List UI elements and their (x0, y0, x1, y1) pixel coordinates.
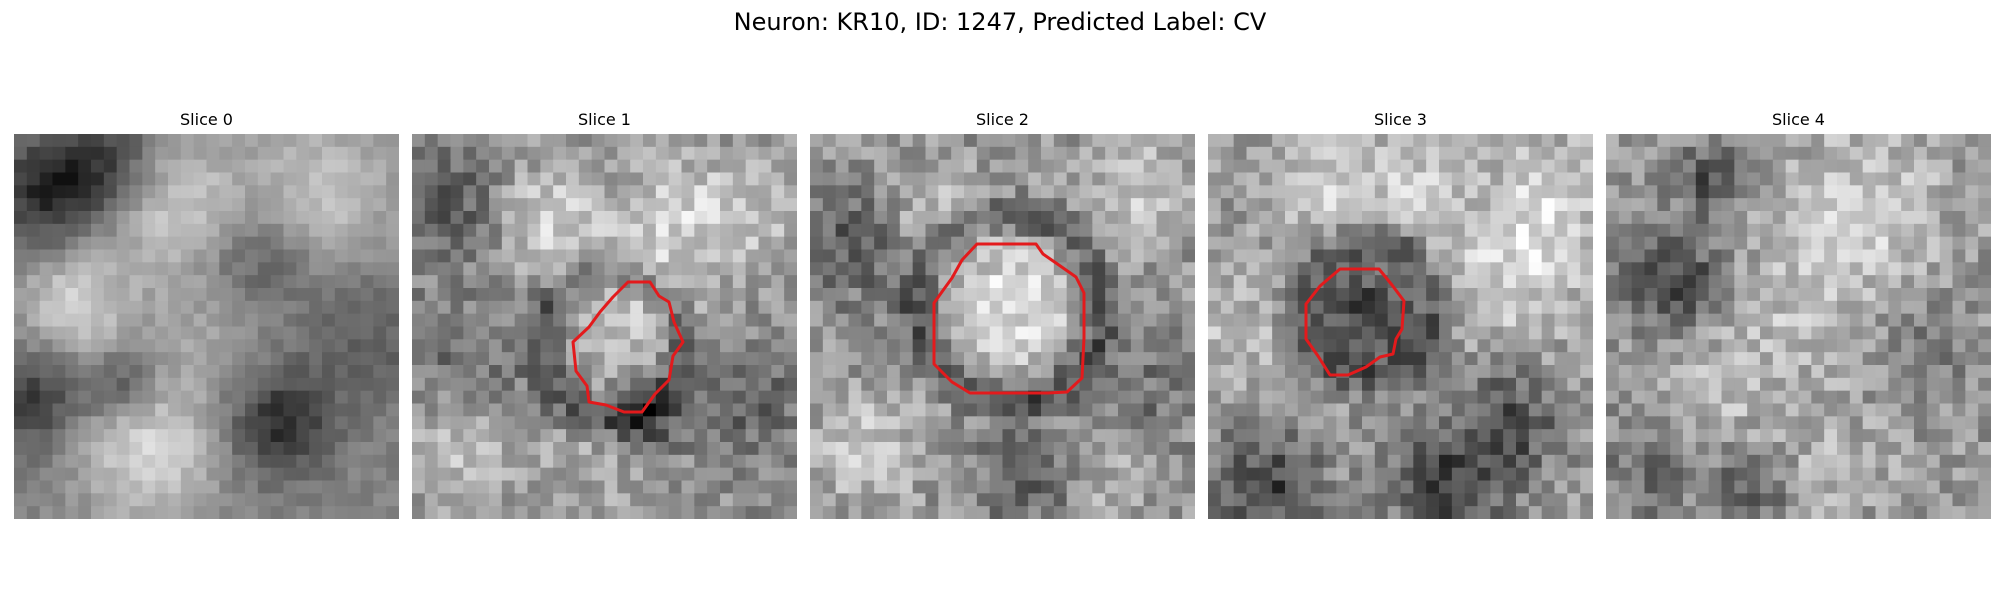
figure-title: Neuron: KR10, ID: 1247, Predicted Label:… (733, 8, 1267, 36)
slice-image (412, 134, 797, 519)
roi-contour (932, 242, 1086, 395)
slice-image (1208, 134, 1593, 519)
slice-title: Slice 1 (578, 110, 631, 129)
slice-image (810, 134, 1195, 519)
roi-contour (571, 280, 685, 414)
slice-title: Slice 4 (1772, 110, 1825, 129)
slice-title: Slice 3 (1374, 110, 1427, 129)
slice-image (14, 134, 399, 519)
slice-image (1606, 134, 1991, 519)
slice-title: Slice 0 (180, 110, 233, 129)
roi-contour (1304, 267, 1406, 377)
slice-title: Slice 2 (976, 110, 1029, 129)
